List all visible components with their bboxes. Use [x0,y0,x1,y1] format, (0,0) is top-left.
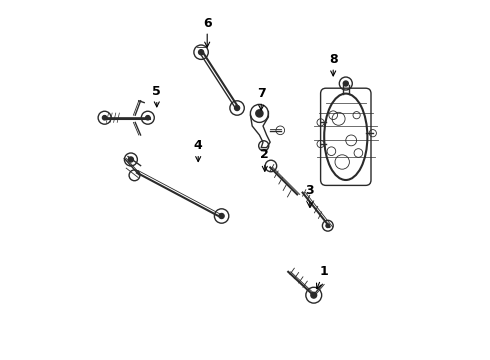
Text: 8: 8 [329,53,338,76]
Circle shape [235,105,240,111]
Circle shape [198,50,204,55]
Circle shape [219,213,224,219]
Circle shape [256,110,263,117]
Text: 6: 6 [203,17,212,47]
Circle shape [128,157,133,162]
Text: 2: 2 [260,148,269,171]
Text: 3: 3 [305,184,314,207]
Text: 5: 5 [152,85,161,107]
Circle shape [326,224,330,228]
Circle shape [343,81,348,86]
Text: 1: 1 [317,265,329,289]
Circle shape [102,116,107,120]
Circle shape [311,292,317,298]
Text: 7: 7 [257,87,266,110]
Circle shape [146,116,150,120]
Text: 4: 4 [194,139,202,162]
